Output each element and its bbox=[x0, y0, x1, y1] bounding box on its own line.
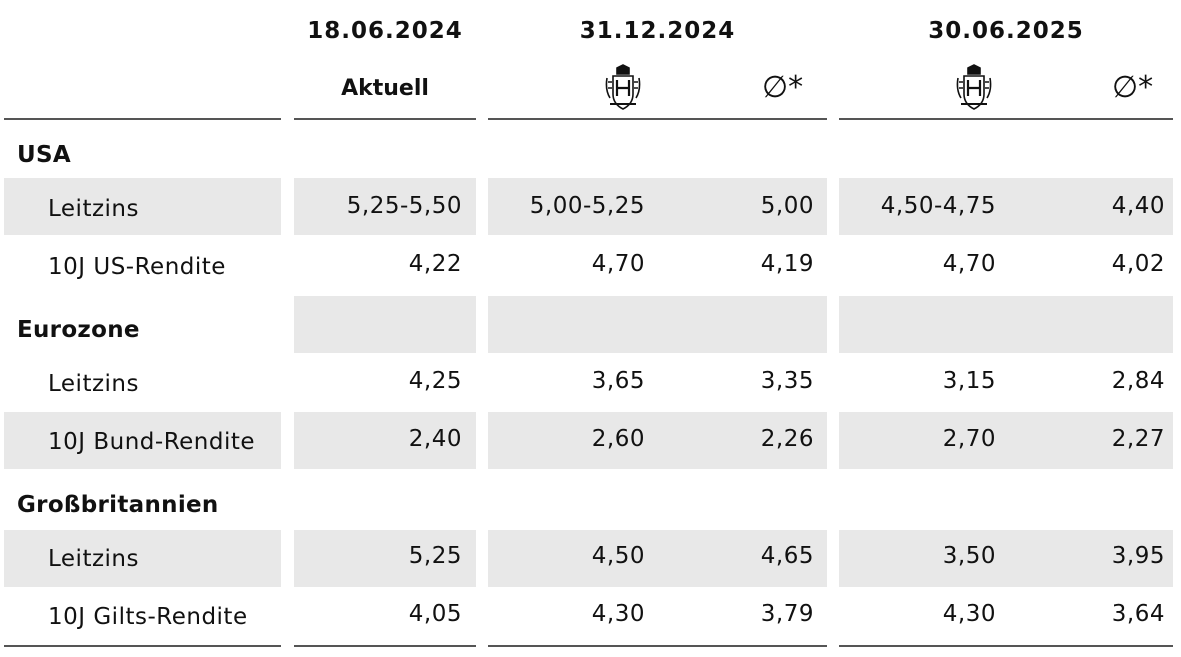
row-shade bbox=[839, 530, 1173, 587]
group-heading-uk: Großbritannien bbox=[17, 492, 219, 518]
row-label: 10J Bund-Rendite bbox=[48, 429, 256, 455]
value-ye2024-avg: 4,65 bbox=[760, 543, 814, 569]
header-rule bbox=[294, 118, 476, 120]
value-current: 4,05 bbox=[408, 601, 462, 627]
footer-rule bbox=[294, 645, 476, 647]
value-ye2024-bank: 4,70 bbox=[591, 251, 645, 277]
current-label: Aktuell bbox=[341, 76, 429, 101]
row-shade bbox=[4, 530, 281, 587]
row-label: Leitzins bbox=[48, 371, 139, 397]
value-ye2024-avg: 4,19 bbox=[760, 251, 814, 277]
row-shade bbox=[839, 296, 1173, 353]
row-shade bbox=[488, 412, 827, 469]
value-mid2025-avg: 4,02 bbox=[1111, 251, 1165, 277]
average-forecast-label: ∅* bbox=[1112, 70, 1154, 105]
row-label: Leitzins bbox=[48, 546, 139, 572]
row-shade bbox=[488, 178, 827, 235]
value-ye2024-bank: 4,50 bbox=[591, 543, 645, 569]
group-heading-eurozone: Eurozone bbox=[17, 317, 140, 343]
value-ye2024-bank: 5,00-5,25 bbox=[529, 193, 645, 219]
bank-crest-icon bbox=[956, 64, 992, 110]
value-ye2024-avg: 3,79 bbox=[760, 601, 814, 627]
value-mid2025-bank: 4,50-4,75 bbox=[880, 193, 996, 219]
value-mid2025-avg: 2,84 bbox=[1111, 368, 1165, 394]
value-ye2024-bank: 2,60 bbox=[591, 426, 645, 452]
value-mid2025-bank: 2,70 bbox=[942, 426, 996, 452]
header-rule bbox=[4, 118, 281, 120]
bank-crest-icon bbox=[605, 64, 641, 110]
footer-rule bbox=[839, 645, 1173, 647]
value-ye2024-bank: 3,65 bbox=[591, 368, 645, 394]
value-current: 4,22 bbox=[408, 251, 462, 277]
value-mid2025-avg: 3,95 bbox=[1111, 543, 1165, 569]
header-rule bbox=[839, 118, 1173, 120]
value-current: 5,25 bbox=[408, 543, 462, 569]
value-mid2025-bank: 4,70 bbox=[942, 251, 996, 277]
header-rule bbox=[488, 118, 827, 120]
row-shade bbox=[294, 412, 476, 469]
row-shade bbox=[839, 412, 1173, 469]
value-mid2025-bank: 3,50 bbox=[942, 543, 996, 569]
value-ye2024-bank: 4,30 bbox=[591, 601, 645, 627]
row-shade bbox=[294, 178, 476, 235]
value-mid2025-avg: 4,40 bbox=[1111, 193, 1165, 219]
date-header-current: 18.06.2024 bbox=[307, 18, 463, 44]
value-mid2025-bank: 4,30 bbox=[942, 601, 996, 627]
row-shade bbox=[294, 530, 476, 587]
value-ye2024-avg: 5,00 bbox=[760, 193, 814, 219]
row-shade bbox=[488, 296, 827, 353]
value-ye2024-avg: 2,26 bbox=[760, 426, 814, 452]
value-current: 5,25-5,50 bbox=[346, 193, 462, 219]
value-current: 2,40 bbox=[408, 426, 462, 452]
footer-rule bbox=[4, 645, 281, 647]
value-current: 4,25 bbox=[408, 368, 462, 394]
value-mid2025-bank: 3,15 bbox=[942, 368, 996, 394]
row-shade bbox=[488, 530, 827, 587]
footer-rule bbox=[488, 645, 827, 647]
row-shade bbox=[4, 412, 281, 469]
row-shade bbox=[294, 296, 476, 353]
group-heading-usa: USA bbox=[17, 142, 71, 168]
row-label: Leitzins bbox=[48, 196, 139, 222]
average-forecast-label: ∅* bbox=[762, 70, 804, 105]
row-label: 10J Gilts-Rendite bbox=[48, 604, 248, 630]
value-mid2025-avg: 3,64 bbox=[1111, 601, 1165, 627]
row-shade bbox=[4, 178, 281, 235]
value-mid2025-avg: 2,27 bbox=[1111, 426, 1165, 452]
date-header-ye-2024: 31.12.2024 bbox=[579, 18, 736, 44]
row-shade bbox=[839, 178, 1173, 235]
date-header-mid-2025: 30.06.2025 bbox=[928, 18, 1084, 44]
value-ye2024-avg: 3,35 bbox=[760, 368, 814, 394]
row-label: 10J US-Rendite bbox=[48, 254, 226, 280]
